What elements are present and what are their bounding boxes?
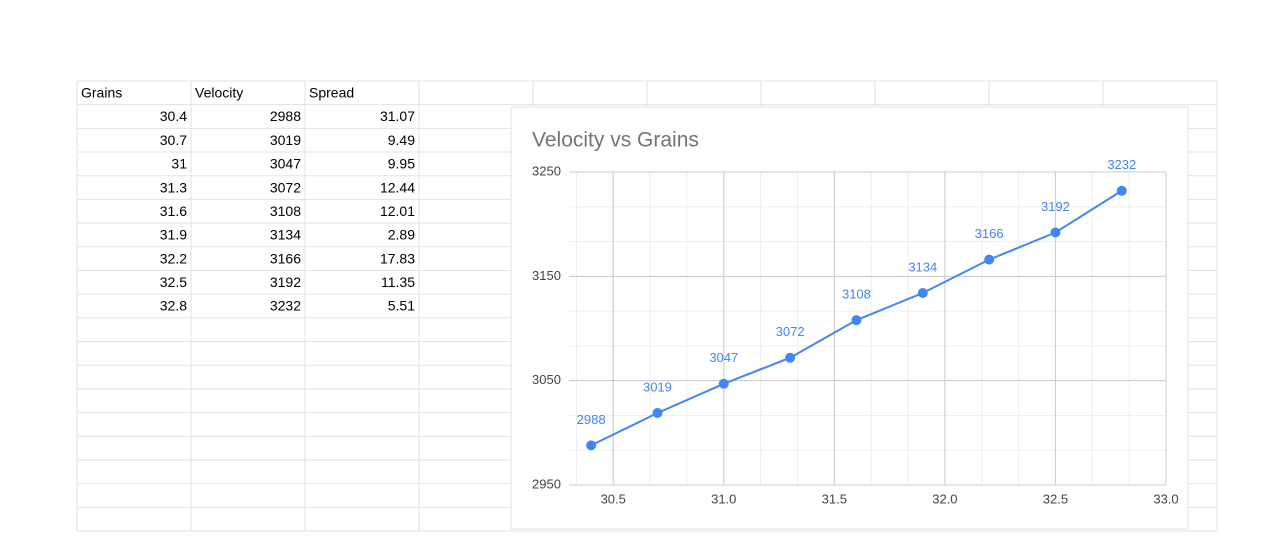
x-tick-label: 31.5 [822,491,847,506]
data-point [1116,185,1127,196]
cell: 3019 [270,132,301,148]
data-point [718,378,729,389]
y-tick-label: 3150 [532,268,561,283]
cell: 3166 [270,250,301,266]
cell: 31.07 [380,108,415,124]
data-point [785,352,796,363]
x-tick-label: 32.0 [932,491,957,506]
cell: 30.4 [160,108,187,124]
chart-background [510,106,1189,530]
cell: 9.95 [388,156,415,172]
cell: 5.51 [388,298,415,314]
data-label: 3047 [709,350,738,365]
header-cell: Velocity [195,85,243,101]
data-label: 3166 [975,226,1004,241]
x-tick-label: 32.5 [1043,491,1068,506]
data-label: 3019 [643,379,672,394]
header-cell: Grains [81,85,122,101]
data-label: 3072 [776,324,805,339]
cell: 2988 [270,108,301,124]
cell: 31 [171,156,187,172]
y-tick-label: 3250 [532,163,561,178]
data-point [1050,227,1061,238]
data-point [652,408,663,419]
data-point [917,288,928,299]
data-label: 3232 [1107,157,1136,172]
cell: 9.49 [388,132,415,148]
cell: 11.35 [381,274,415,290]
x-tick-label: 33.0 [1153,491,1178,506]
cell: 3192 [270,274,301,290]
cell: 2.89 [388,227,415,243]
cell: 30.7 [160,132,187,148]
y-tick-label: 3050 [532,372,561,387]
cell: 3072 [270,179,301,195]
data-label: 2988 [577,412,606,427]
cell: 32.5 [160,274,187,290]
x-tick-label: 31.0 [711,491,736,506]
cell: 31.9 [160,227,187,243]
cell: 12.44 [380,179,415,195]
chart-title: Velocity vs Grains [532,129,699,152]
data-label: 3108 [842,287,871,302]
cell: 32.2 [160,250,187,266]
cell: 3232 [270,298,301,314]
cell: 31.3 [160,179,187,195]
y-tick-label: 2950 [532,476,561,491]
data-label: 3192 [1041,199,1070,214]
data-point [586,440,597,451]
cell: 12.01 [380,203,415,219]
x-tick-label: 30.5 [601,491,626,506]
data-point [851,315,862,326]
data-label: 3134 [908,259,937,274]
header-cell: Spread [309,85,354,101]
cell: 3134 [270,227,301,243]
cell: 32.8 [160,298,187,314]
cell: 3047 [270,156,301,172]
data-point [984,254,995,265]
chart[interactable]: Velocity vs Grains 2950 3050 3150 3250 30.5 3… [510,106,1189,530]
cell: 17.83 [380,250,415,266]
cell: 3108 [270,203,301,219]
cell: 31.6 [160,203,187,219]
